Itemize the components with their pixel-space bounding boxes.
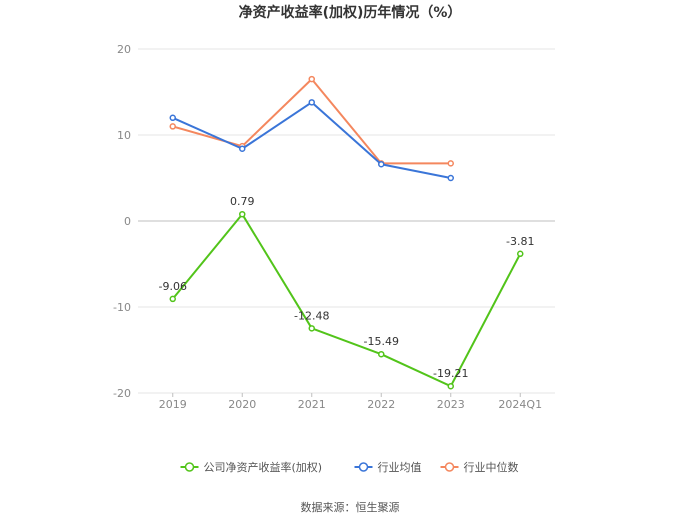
y-tick-label: 20	[117, 43, 131, 56]
data-label: -19.21	[433, 367, 468, 380]
y-tick-label: -10	[113, 301, 131, 314]
y-tick-label: 10	[117, 129, 131, 142]
x-axis-ticks: 2019 2020 2021 2022 2023 2024Q1	[159, 393, 542, 411]
x-tick-label: 2021	[298, 398, 326, 411]
data-point	[517, 250, 524, 258]
chart-title: 净资产收益率(加权)历年情况（%）	[239, 4, 462, 21]
legend-item-1: 公司净资产收益率(加权)	[180, 460, 323, 474]
y-axis-ticks: -20 -10 0 10 20	[113, 43, 131, 400]
data-label: -3.81	[506, 235, 534, 248]
legend-label: 行业中位数	[464, 460, 519, 474]
data-label: -15.49	[364, 335, 399, 348]
series-lines	[169, 75, 524, 390]
y-tick-label: 0	[124, 215, 131, 228]
legend: 公司净资产收益率(加权) 行业均值 行业中位数	[180, 460, 519, 474]
series-line	[172, 101, 451, 179]
series-line	[172, 78, 451, 165]
data-point	[169, 123, 176, 130]
x-tick-label: 2019	[159, 398, 187, 411]
data-point	[169, 295, 176, 303]
data-point	[239, 145, 246, 153]
series-3	[169, 75, 454, 167]
data-point	[308, 99, 315, 106]
x-tick-label: 2022	[367, 398, 395, 411]
legend-swatch-marker	[184, 462, 195, 472]
data-label: -12.48	[294, 309, 329, 322]
x-tick-label: 2024Q1	[498, 398, 542, 411]
series-line	[171, 213, 522, 388]
data-label: 0.79	[230, 195, 255, 208]
x-tick-label: 2023	[437, 398, 465, 411]
legend-swatch-marker	[444, 462, 455, 472]
data-point	[378, 350, 385, 358]
source-note: 数据来源：恒生聚源	[301, 500, 400, 514]
series-1	[169, 210, 524, 390]
legend-item-3: 行业中位数	[440, 460, 519, 474]
grid-lines	[138, 48, 555, 394]
data-point	[447, 160, 454, 167]
data-point	[308, 325, 315, 332]
data-point	[308, 75, 315, 83]
data-labels: -9.06 0.79 -12.48 -15.49 -19.21 -3.81	[159, 195, 535, 380]
data-label: -9.06	[159, 280, 187, 293]
y-tick-label: -20	[113, 387, 131, 400]
data-point	[169, 114, 176, 122]
data-point	[447, 174, 454, 182]
series-2	[169, 99, 454, 182]
data-point	[378, 160, 385, 168]
data-point	[239, 210, 246, 218]
legend-label: 公司净资产收益率(加权)	[204, 460, 323, 474]
x-tick-label: 2020	[228, 398, 256, 411]
legend-swatch-marker	[358, 462, 369, 472]
legend-item-2: 行业均值	[354, 461, 422, 474]
data-point	[447, 382, 454, 390]
legend-label: 行业均值	[378, 461, 422, 474]
